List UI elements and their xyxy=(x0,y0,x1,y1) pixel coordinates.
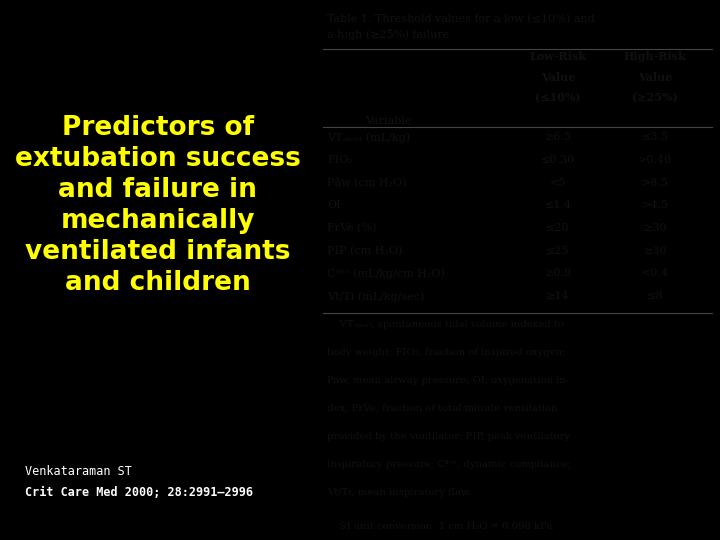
Text: Vt/Ti (mL/kg/sec): Vt/Ti (mL/kg/sec) xyxy=(328,291,425,302)
Text: Cᵈʸⁿ (mL/kg/cm H₂O): Cᵈʸⁿ (mL/kg/cm H₂O) xyxy=(328,268,445,279)
Text: (≤10%): (≤10%) xyxy=(536,92,581,103)
Text: >4.5: >4.5 xyxy=(642,200,669,211)
Text: ≤3.5: ≤3.5 xyxy=(642,132,669,143)
Text: VTₛₚₒₙₜ (mL/kg): VTₛₚₒₙₜ (mL/kg) xyxy=(328,132,410,143)
Text: body weight; FIO₂, fraction of inspired oxygen;: body weight; FIO₂, fraction of inspired … xyxy=(328,348,566,357)
Text: PIP (cm H₂O): PIP (cm H₂O) xyxy=(328,246,403,256)
Text: High-Risk: High-Risk xyxy=(624,51,687,62)
Text: ≤20: ≤20 xyxy=(546,223,570,233)
Text: Predictors of
extubation success
and failure in
mechanically
ventilated infants
: Predictors of extubation success and fai… xyxy=(14,114,301,296)
Text: ≥30: ≥30 xyxy=(644,223,667,233)
Text: Value: Value xyxy=(638,72,672,83)
Text: ≤1.4: ≤1.4 xyxy=(544,200,572,211)
Text: inspiratory pressure; Cᵈʸⁿ, dynamic compliance;: inspiratory pressure; Cᵈʸⁿ, dynamic comp… xyxy=(328,460,572,469)
Text: Crit Care Med 2000; 28:2991–2996: Crit Care Med 2000; 28:2991–2996 xyxy=(25,487,253,500)
Text: (≥25%): (≥25%) xyxy=(632,92,678,103)
Text: >8.5: >8.5 xyxy=(642,178,669,188)
Text: Venkataraman ST: Venkataraman ST xyxy=(25,465,132,478)
Text: a high (≥25%) failure: a high (≥25%) failure xyxy=(328,30,450,40)
Text: ≤25: ≤25 xyxy=(546,246,570,256)
Text: ≥14: ≥14 xyxy=(546,291,570,301)
Text: ≤8: ≤8 xyxy=(647,291,664,301)
Text: Paw, mean airway pressure; OI, oxygenation in-: Paw, mean airway pressure; OI, oxygenati… xyxy=(328,376,570,385)
Text: ≥6.5: ≥6.5 xyxy=(544,132,572,143)
Text: ≥30: ≥30 xyxy=(644,246,667,256)
Text: Variable: Variable xyxy=(365,116,411,126)
Text: FrVe (%): FrVe (%) xyxy=(328,223,377,233)
Text: VTₛₚₒₙₜ, spontaneous tidal volume indexed to: VTₛₚₒₙₜ, spontaneous tidal volume indexe… xyxy=(328,320,564,329)
Text: <5: <5 xyxy=(550,178,567,188)
Text: Low-Risk: Low-Risk xyxy=(530,51,587,62)
Text: Table 1. Threshold values for a low (≤10%) and: Table 1. Threshold values for a low (≤10… xyxy=(328,14,595,24)
Text: Pāw (cm H₂O): Pāw (cm H₂O) xyxy=(328,178,407,188)
Text: ≥0.9: ≥0.9 xyxy=(544,268,572,279)
Text: <0.4: <0.4 xyxy=(642,268,669,279)
Text: >0.40: >0.40 xyxy=(638,155,672,165)
Text: OI: OI xyxy=(328,200,341,211)
Text: FIO₂: FIO₂ xyxy=(328,155,354,165)
Text: provided by the ventilator; PIP, peak ventilatory: provided by the ventilator; PIP, peak ve… xyxy=(328,432,570,441)
Text: Vt/Ti, mean inspiratory flow.: Vt/Ti, mean inspiratory flow. xyxy=(328,488,472,497)
Text: Value: Value xyxy=(541,72,575,83)
Text: dex; FrVe, fraction of total minute ventilation: dex; FrVe, fraction of total minute vent… xyxy=(328,404,558,413)
Text: ≤0.30: ≤0.30 xyxy=(541,155,575,165)
Text: SI unit conversion: 1 cm H₂O = 0.098 kPa.: SI unit conversion: 1 cm H₂O = 0.098 kPa… xyxy=(328,522,556,531)
